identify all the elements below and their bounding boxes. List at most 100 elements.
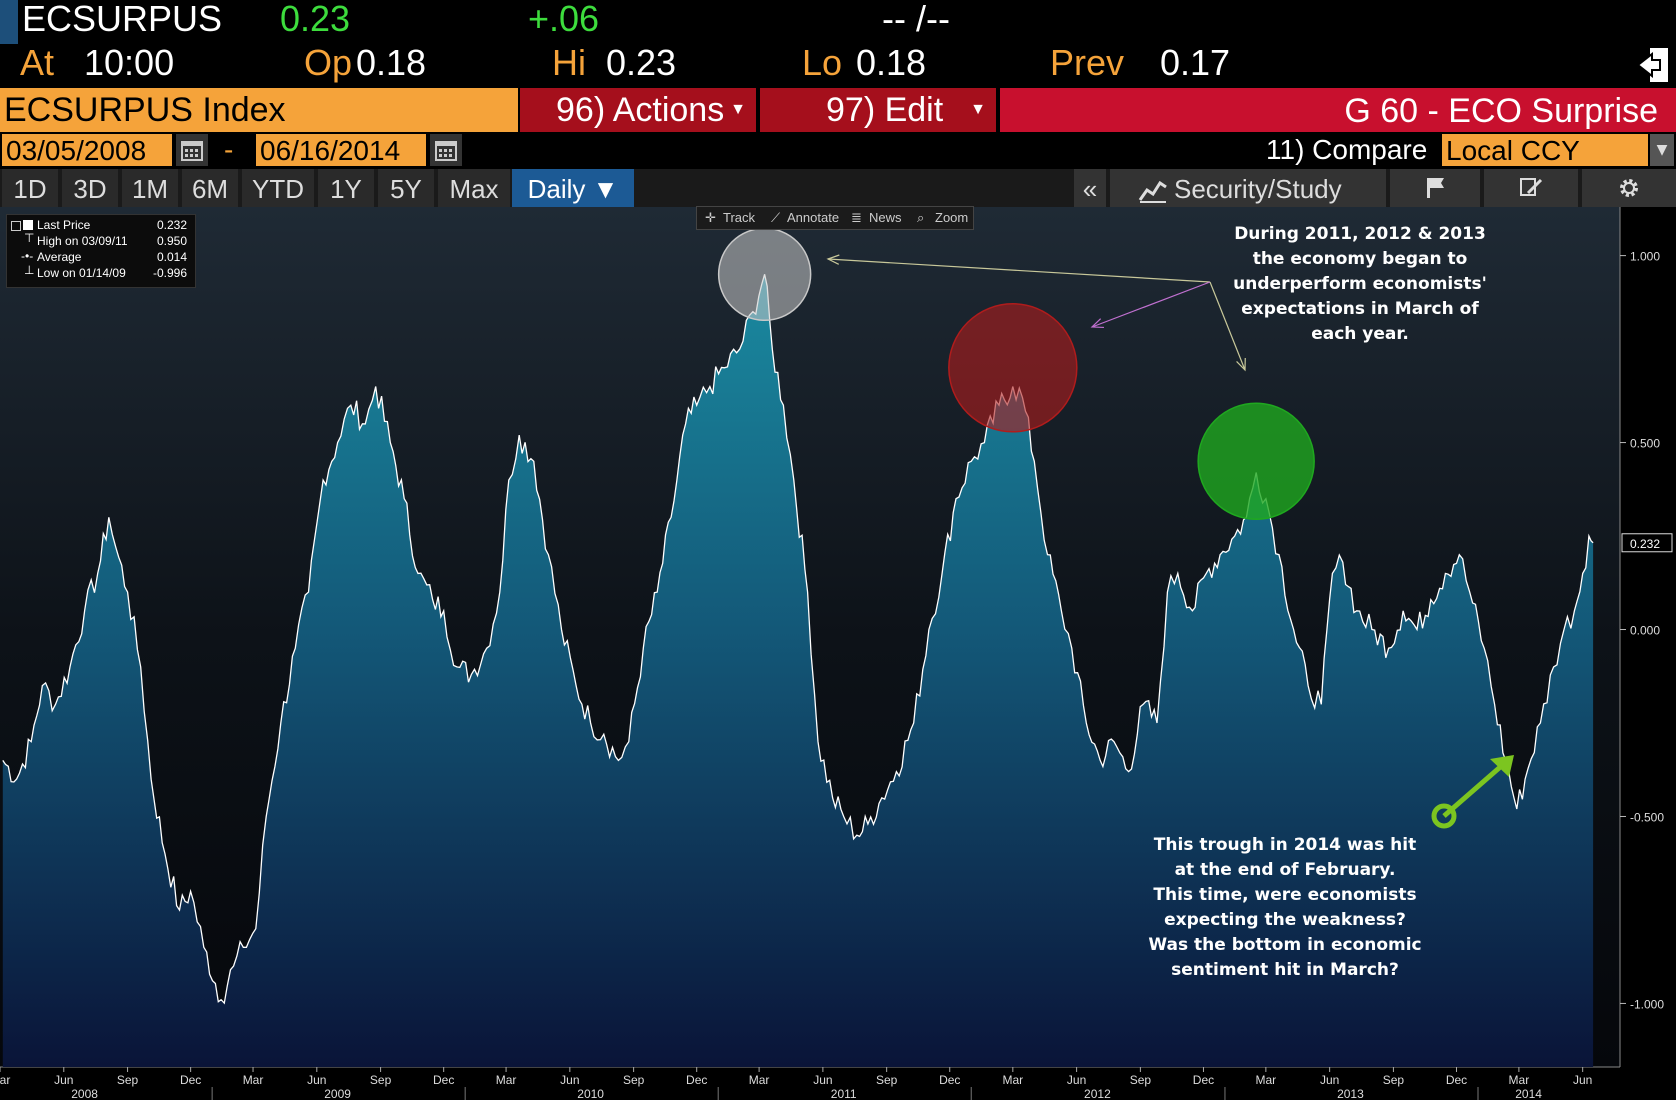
gear-icon[interactable] (1582, 169, 1676, 207)
track-button[interactable]: Track (723, 210, 756, 225)
x-year-label: 2011 (831, 1087, 857, 1100)
security-study-label: Security/Study (1174, 174, 1342, 204)
annotate-button[interactable]: Annotate (787, 210, 840, 225)
x-tick-label: Dec (939, 1073, 960, 1087)
crosshair-icon: ✛ (705, 210, 716, 225)
highlight-circle-2013 (1197, 402, 1315, 521)
x-tick-label: Dec (433, 1073, 454, 1087)
chevron-down-icon: ▼ (970, 101, 986, 118)
y-tick-label: 0.500 (1630, 437, 1660, 451)
x-tick-label: Sep (1383, 1073, 1405, 1087)
x-tick-label: Mar (0, 1073, 10, 1087)
annotation-line: This time, were economists (1153, 885, 1417, 905)
average-marker-icon: -•- (21, 249, 34, 263)
flag-icon[interactable] (1390, 169, 1480, 207)
edit-menu-button[interactable]: 97) Edit ▼ (760, 88, 996, 132)
price-change: +.06 (528, 0, 600, 39)
currency-select[interactable]: Local CCY (1442, 134, 1648, 166)
x-tick-label: Mar (243, 1073, 264, 1087)
y-tick-label: -1.000 (1630, 997, 1664, 1011)
x-year-label: 2009 (324, 1087, 351, 1100)
date-bar: 03/05/2008 - 06/16/2014 11) Compare Loca… (0, 132, 1676, 168)
edit-pencil-icon[interactable] (1484, 169, 1578, 207)
last-price-swatch (23, 220, 33, 230)
ticker-symbol[interactable]: ECSURPUS (22, 0, 223, 39)
y-tick-label: 0.000 (1630, 624, 1660, 638)
legend-value: 0.950 (156, 234, 187, 248)
x-tick-label: Jun (560, 1073, 579, 1087)
annotation-line: sentiment hit in March? (1171, 960, 1399, 980)
last-value-badge (1621, 533, 1673, 553)
collapse-legend-icon[interactable] (11, 221, 21, 231)
legend-label: Low on 01/14/09 (37, 266, 126, 280)
high-marker-icon: ⊤ (24, 231, 35, 245)
legend-value: 0.232 (156, 218, 187, 232)
security-study-button[interactable]: Security/Study (1110, 169, 1386, 207)
range-3d-button[interactable]: 3D (62, 169, 118, 207)
index-name: ECSURPUS Index (0, 88, 518, 132)
actions-menu-button[interactable]: 96) Actions ▼ (520, 88, 756, 132)
calendar-icon[interactable] (176, 134, 208, 166)
highlight-circle-2011 (717, 227, 812, 322)
x-tick-label: Sep (370, 1073, 392, 1087)
end-date-field[interactable]: 06/16/2014 (256, 134, 426, 166)
y-axis-panel (1620, 207, 1676, 1067)
chevron-down-icon[interactable]: ▼ (1650, 134, 1674, 166)
frequency-select[interactable]: Daily ▼ (512, 169, 634, 207)
legend-label: Average (37, 250, 82, 264)
x-tick-label: Mar (749, 1073, 770, 1087)
range-6m-button[interactable]: 6M (182, 169, 238, 207)
function-bar: ECSURPUS Index 96) Actions ▼ 97) Edit ▼ … (0, 88, 1676, 132)
x-tick-label: Jun (1320, 1073, 1339, 1087)
x-tick-label: Dec (686, 1073, 707, 1087)
range-toolbar: 1D 3D 1M 6M YTD 1Y 5Y Max Daily ▼ « Secu… (0, 169, 1676, 207)
page-title: G 60 - ECO Surprise (1000, 88, 1676, 132)
price-chart[interactable]: 1.000 0.500 0.000 -0.500 -1.000 0.232 Mar Jun S… (0, 207, 1676, 1100)
calendar-icon[interactable] (430, 134, 462, 166)
start-date-field[interactable]: 03/05/2008 (2, 134, 172, 166)
range-ytd-button[interactable]: YTD (242, 169, 314, 207)
news-button[interactable]: News (869, 210, 902, 225)
y-tick-label: -0.500 (1630, 810, 1664, 824)
actions-label: 96) Actions (556, 91, 725, 129)
range-1d-button[interactable]: 1D (2, 169, 58, 207)
legend-value: 0.014 (156, 250, 187, 264)
x-tick-label: Sep (117, 1073, 139, 1087)
zoom-button[interactable]: Zoom (935, 210, 969, 225)
prev-label: Prev (1050, 42, 1125, 83)
annotation-bottom: This trough in 2014 was hit at the end o… (1120, 833, 1450, 983)
x-tick-label: Sep (623, 1073, 645, 1087)
op-label: Op (304, 42, 353, 83)
x-tick-label: Sep (876, 1073, 898, 1087)
collapse-button[interactable]: « (1074, 169, 1106, 207)
annotation-line: underperform economists' (1233, 274, 1487, 294)
x-tick-label: Mar (496, 1073, 517, 1087)
annotation-line: each year. (1311, 324, 1409, 344)
arrow-to-2013-head (1236, 357, 1246, 372)
x-year-label: 2010 (577, 1087, 604, 1100)
arrow-to-2013-shaft (1209, 281, 1246, 371)
x-tick-label: Dec (1193, 1073, 1214, 1087)
legend-label: Last Price (37, 218, 91, 232)
range-5y-button[interactable]: 5Y (378, 169, 434, 207)
ticker-bar: ECSURPUS 0.23 +.06 -- /-- At 10:00 Op 0.… (0, 0, 1676, 88)
arrow-to-2011-shaft (827, 258, 1211, 283)
arrow-to-2012-shaft (1091, 281, 1211, 328)
series-area (2, 274, 1594, 1067)
trade-time: -- /-- (882, 0, 950, 39)
lo-value: 0.18 (856, 42, 927, 83)
range-1m-button[interactable]: 1M (122, 169, 178, 207)
chart-tools-bar: ✛ Track ⟋ Annotate ≣ News ⌕ Zoom (696, 206, 974, 230)
at-label: At (20, 42, 55, 83)
ticker-marker (0, 0, 18, 44)
compare-button[interactable]: 11) Compare (1266, 134, 1428, 165)
range-1y-button[interactable]: 1Y (318, 169, 374, 207)
popout-icon[interactable] (1636, 46, 1670, 84)
x-year-label: 2008 (71, 1087, 98, 1100)
news-icon: ≣ (851, 210, 862, 225)
chart-legend: Last Price 0.232 ⊤ High on 03/09/11 0.95… (6, 214, 196, 288)
range-max-button[interactable]: Max (438, 169, 510, 207)
x-tick-label: Mar (1002, 1073, 1023, 1087)
highlight-circle-2012 (948, 303, 1078, 433)
x-tick-label: Mar (1509, 1073, 1530, 1087)
